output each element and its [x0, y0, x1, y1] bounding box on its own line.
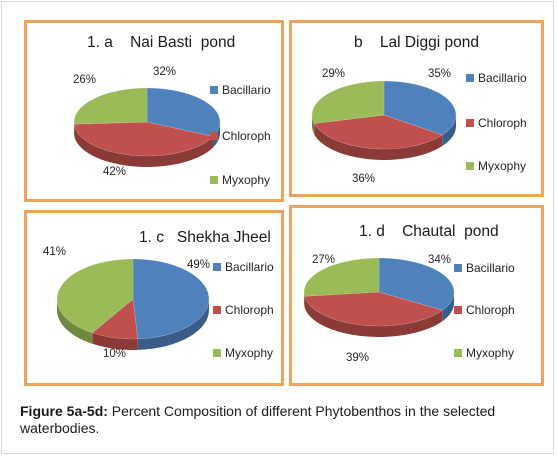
legend-swatch-myxophy: [213, 349, 221, 357]
legend-swatch-myxophy: [466, 162, 474, 170]
legend-label-myxophy: Myxophy: [478, 159, 526, 173]
pie-chart-svg: 1. a Nai Basti pond 32% 42% 26% Bacillario Ch…: [73, 34, 271, 187]
legend-swatch-bacillario: [466, 74, 474, 82]
pie-chart-svg: 1. c Shekha Jheel 49% 10% 41% Bacillario Chlo…: [43, 229, 274, 360]
data-label-chloroph: 42%: [103, 166, 126, 178]
pie-slice-bacillario: [383, 80, 457, 136]
data-label-chloroph: 39%: [346, 352, 369, 364]
pie-slice-myxophy: [311, 80, 385, 124]
legend-label-bacillario: Bacillario: [225, 260, 274, 274]
pie-side-walls: [312, 115, 456, 160]
data-label-myxophy: 41%: [43, 246, 66, 258]
pie-slice-myxophy: [73, 87, 148, 125]
data-label-bacillario: 35%: [428, 68, 451, 80]
pie-chart-svg: 1. d Chautal pond 34% 39% 27% Bacillario Chlo…: [303, 223, 515, 364]
pie-slice-chloroph: [73, 121, 214, 157]
pie-slice-bacillario: [146, 87, 221, 137]
pie-side-myxophy: [312, 115, 315, 135]
data-label-myxophy: 29%: [322, 68, 345, 80]
pie-slice-myxophy: [303, 257, 380, 297]
legend-swatch-chloroph: [213, 306, 221, 314]
legend-label-chloroph: Chloroph: [466, 303, 515, 317]
caption-label: Figure 5a-5d:: [20, 403, 108, 419]
data-label-bacillario: 32%: [153, 66, 176, 78]
legend-swatch-bacillario: [454, 264, 462, 272]
legend-label-chloroph: Chloroph: [478, 116, 527, 130]
pie-slice-myxophy: [56, 258, 134, 334]
legend-label-myxophy: Myxophy: [222, 173, 270, 187]
chart-panel-c: 1. c Shekha Jheel 49% 10% 41% Bacillario Chlo…: [24, 210, 284, 386]
legend-label-chloroph: Chloroph: [225, 303, 274, 317]
pie-side-myxophy: [304, 292, 305, 308]
data-label-myxophy: 27%: [312, 254, 335, 266]
chart-title: 1. d Chautal pond: [359, 223, 499, 240]
legend-label-bacillario: Bacillario: [466, 261, 515, 275]
data-label-bacillario: 49%: [187, 259, 210, 271]
pie-side-bacillario: [442, 115, 456, 146]
legend-swatch-myxophy: [210, 176, 218, 184]
chart-title: 1. c Shekha Jheel: [139, 229, 271, 246]
chart-panel-a: 1. a Nai Basti pond 32% 42% 26% Bacillario Ch…: [24, 20, 284, 202]
pie-slice-chloroph: [91, 298, 139, 340]
legend-label-chloroph: Chloroph: [222, 129, 271, 143]
legend-label-bacillario: Bacillario: [222, 83, 271, 97]
data-label-chloroph: 36%: [352, 173, 375, 185]
legend-label-bacillario: Bacillario: [478, 71, 527, 85]
caption-text: Percent Composition of different Phytobe…: [20, 403, 496, 436]
legend-swatch-chloroph: [210, 132, 218, 140]
chart-panel-b: b Lal Diggi pond 35% 36% 29% Bacillario Chlor…: [289, 20, 544, 197]
pie-side-chloroph: [74, 124, 214, 167]
chart-panel-d: 1. d Chautal pond 34% 39% 27% Bacillario Chlo…: [289, 205, 544, 386]
pie-side-chloroph: [304, 296, 443, 337]
pie-slice-chloroph: [304, 291, 444, 327]
pie-side-myxophy: [56, 299, 93, 344]
chart-title: 1. a Nai Basti pond: [87, 34, 235, 51]
pie-slice-bacillario: [132, 258, 210, 340]
data-label-myxophy: 26%: [73, 74, 96, 86]
pie-side-walls: [304, 292, 454, 337]
pie-side-chloroph: [314, 123, 443, 160]
legend-swatch-chloroph: [466, 119, 474, 127]
pie-side-bacillario: [442, 292, 454, 322]
figure-caption: Figure 5a-5d: Percent Composition of dif…: [20, 403, 540, 437]
pie-slice-chloroph: [313, 114, 443, 150]
legend-swatch-chloroph: [454, 306, 462, 314]
legend-label-myxophy: Myxophy: [466, 346, 514, 360]
pie-side-bacillario: [137, 299, 209, 350]
legend-swatch-myxophy: [454, 349, 462, 357]
data-label-chloroph: 10%: [103, 348, 126, 360]
pie-slice-bacillario: [378, 257, 455, 311]
pie-side-chloroph: [92, 332, 138, 350]
data-label-bacillario: 34%: [428, 254, 451, 266]
pie-side-walls: [56, 299, 209, 350]
legend-swatch-bacillario: [210, 86, 218, 94]
pie-chart-svg: b Lal Diggi pond 35% 36% 29% Bacillario Chlor…: [311, 34, 527, 185]
chart-title: b Lal Diggi pond: [354, 34, 479, 51]
legend-label-myxophy: Myxophy: [225, 346, 273, 360]
legend-swatch-bacillario: [213, 263, 221, 271]
